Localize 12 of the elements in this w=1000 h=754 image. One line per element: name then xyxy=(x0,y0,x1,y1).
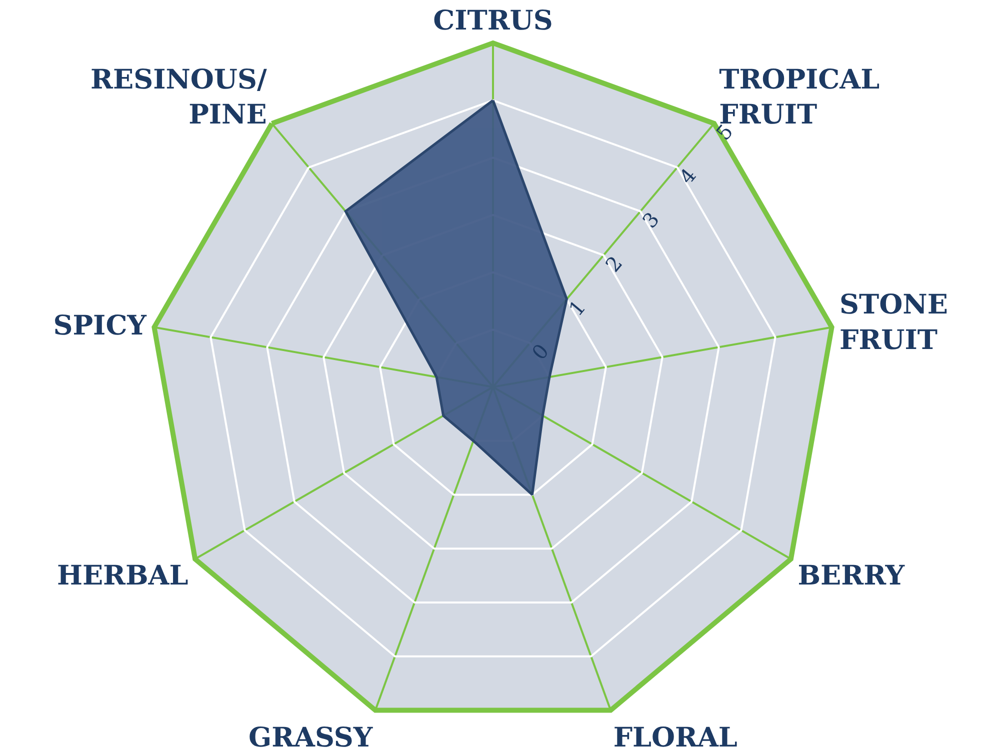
spoke-label: FLORAL xyxy=(613,722,738,754)
spoke-label: HERBAL xyxy=(56,560,188,592)
y-tick-label: 3 xyxy=(637,207,664,233)
spoke-label: RESINOUS/ PINE xyxy=(90,64,267,130)
spoke-label: CITRUS xyxy=(433,6,553,37)
spoke-label: BERRY xyxy=(798,560,906,592)
y-tick-label: 2 xyxy=(600,251,628,276)
spoke-label: STONE FRUIT xyxy=(840,290,948,356)
y-tick-label: 4 xyxy=(674,163,701,189)
spoke-label: GRASSY xyxy=(248,722,374,754)
y-tick-label: 1 xyxy=(564,295,590,320)
spoke-label: SPICY xyxy=(53,310,148,342)
